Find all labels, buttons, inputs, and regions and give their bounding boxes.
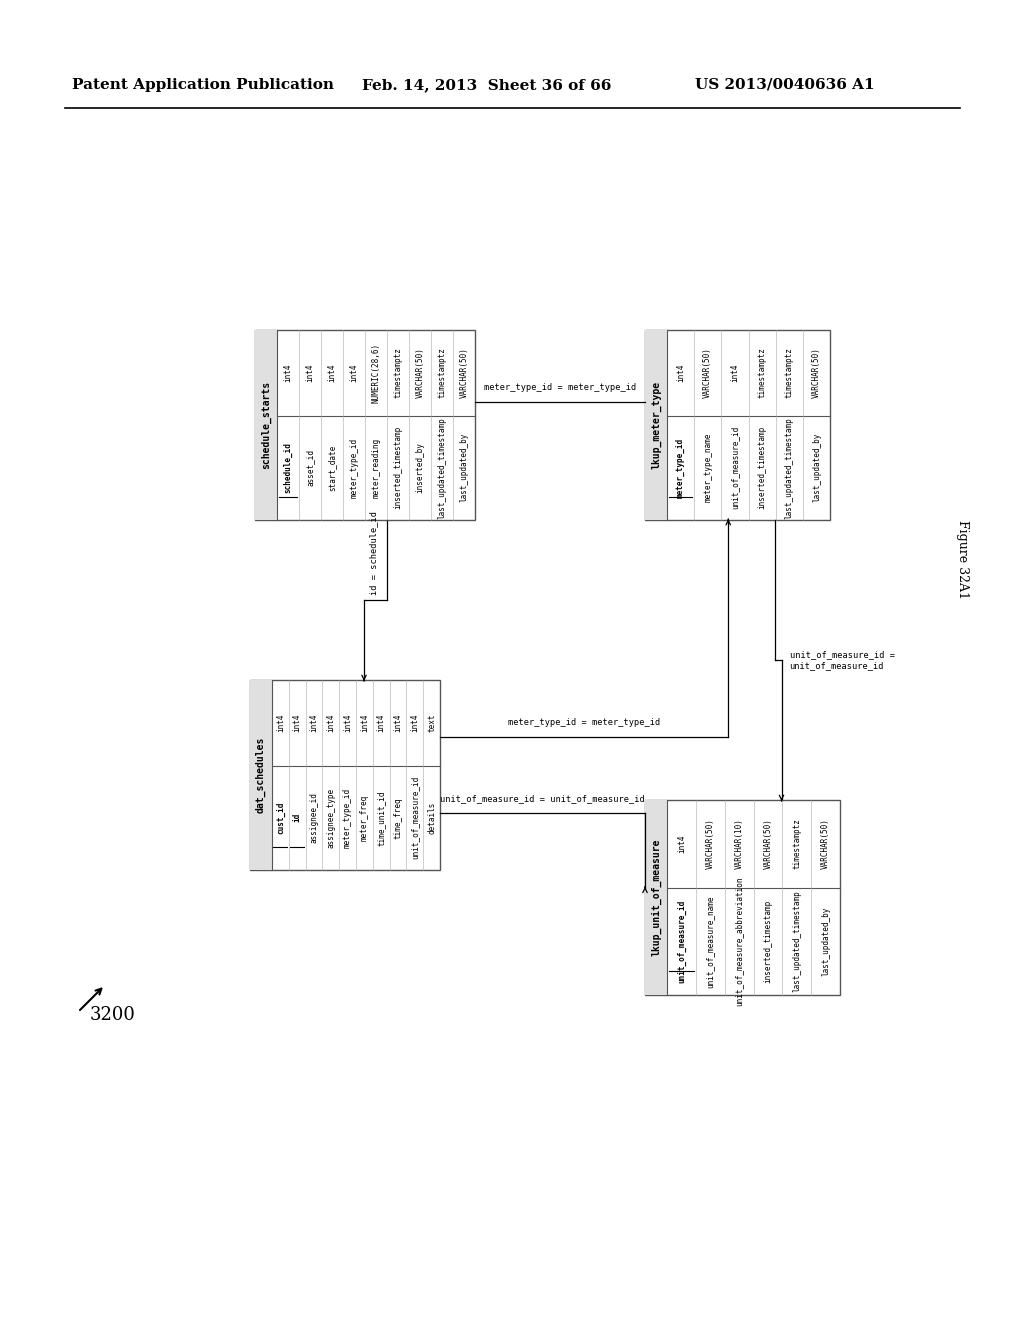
Text: meter_type_name: meter_type_name (703, 433, 713, 503)
Text: int4: int4 (411, 714, 419, 733)
Text: unit_of_measure_name: unit_of_measure_name (706, 895, 715, 987)
Text: int4: int4 (293, 714, 302, 733)
Text: lkup_unit_of_measure: lkup_unit_of_measure (651, 838, 662, 956)
Text: id = schedule_id: id = schedule_id (369, 511, 378, 595)
Text: int4: int4 (327, 714, 335, 733)
Text: unit_of_measure_id: unit_of_measure_id (677, 900, 686, 983)
Bar (250, 680, 440, 870)
Text: int4: int4 (676, 363, 685, 381)
Text: inserted_by: inserted_by (416, 442, 425, 494)
Text: asset_id: asset_id (305, 449, 314, 486)
Text: inserted_timestamp: inserted_timestamp (393, 426, 402, 510)
Bar (255, 330, 475, 520)
Text: last_updated_timestamp: last_updated_timestamp (437, 417, 446, 519)
Text: meter_type_id = meter_type_id: meter_type_id = meter_type_id (484, 383, 636, 392)
Text: timestamptz: timestamptz (437, 347, 446, 399)
Text: int4: int4 (305, 363, 314, 381)
Text: unit_of_measure_id: unit_of_measure_id (411, 776, 419, 859)
Text: meter_type_id: meter_type_id (676, 438, 685, 498)
Text: VARCHAR(50): VARCHAR(50) (764, 818, 772, 870)
Text: details: details (427, 801, 436, 834)
Text: VARCHAR(50): VARCHAR(50) (416, 347, 425, 399)
Text: last_updated_by: last_updated_by (812, 433, 821, 503)
Text: last_updated_by: last_updated_by (460, 433, 469, 503)
Bar (250, 680, 272, 870)
Text: Patent Application Publication: Patent Application Publication (72, 78, 334, 92)
Text: unit_of_measure_id = unit_of_measure_id: unit_of_measure_id = unit_of_measure_id (440, 795, 645, 803)
Text: int4: int4 (328, 363, 337, 381)
Text: VARCHAR(50): VARCHAR(50) (821, 818, 830, 870)
Text: inserted_timestamp: inserted_timestamp (758, 426, 767, 510)
Text: timestamptz: timestamptz (393, 347, 402, 399)
Text: VARCHAR(50): VARCHAR(50) (703, 347, 713, 399)
Text: int4: int4 (393, 714, 402, 733)
Text: VARCHAR(50): VARCHAR(50) (812, 347, 821, 399)
Bar (645, 330, 830, 520)
Text: schedule_starts: schedule_starts (261, 381, 271, 469)
Text: VARCHAR(10): VARCHAR(10) (734, 818, 743, 870)
Text: timestamptz: timestamptz (758, 347, 767, 399)
Text: int4: int4 (309, 714, 318, 733)
Text: Figure 32A1: Figure 32A1 (955, 520, 969, 599)
Text: int4: int4 (284, 363, 293, 381)
Text: last_updated_timestamp: last_updated_timestamp (793, 891, 801, 993)
Text: assignee_id: assignee_id (309, 792, 318, 843)
Text: meter_freq: meter_freq (359, 795, 369, 841)
Bar (645, 800, 840, 995)
Text: unit_of_measure_id =
unit_of_measure_id: unit_of_measure_id = unit_of_measure_id (790, 651, 895, 669)
Text: int4: int4 (377, 714, 386, 733)
Text: meter_type_id = meter_type_id: meter_type_id = meter_type_id (508, 718, 660, 727)
Text: inserted_timestamp: inserted_timestamp (764, 900, 772, 983)
Text: unit_of_measure_abbreviation: unit_of_measure_abbreviation (734, 876, 743, 1006)
Text: schedule_id: schedule_id (284, 442, 293, 494)
Text: int4: int4 (730, 363, 739, 381)
Text: int4: int4 (359, 714, 369, 733)
Bar (255, 330, 278, 520)
Text: meter_type_id: meter_type_id (343, 788, 352, 847)
Text: meter_type_id: meter_type_id (349, 438, 358, 498)
Text: int4: int4 (349, 363, 358, 381)
Bar (645, 800, 667, 995)
Text: start_date: start_date (328, 445, 337, 491)
Text: int4: int4 (275, 714, 285, 733)
Text: VARCHAR(50): VARCHAR(50) (460, 347, 469, 399)
Text: assignee_type: assignee_type (327, 788, 335, 847)
Text: timestamptz: timestamptz (793, 818, 801, 870)
Text: 3200: 3200 (90, 1006, 136, 1024)
Text: int4: int4 (343, 714, 352, 733)
Text: unit_of_measure_id: unit_of_measure_id (730, 426, 739, 510)
Text: text: text (427, 714, 436, 733)
Text: dat_schedules: dat_schedules (256, 737, 266, 813)
Bar (645, 330, 667, 520)
Text: last_updated_timestamp: last_updated_timestamp (784, 417, 794, 519)
Text: VARCHAR(50): VARCHAR(50) (706, 818, 715, 870)
Text: time_unit_id: time_unit_id (377, 789, 386, 846)
Text: meter_reading: meter_reading (372, 438, 381, 498)
Text: id: id (293, 813, 302, 822)
Text: US 2013/0040636 A1: US 2013/0040636 A1 (695, 78, 874, 92)
Text: lkup_meter_type: lkup_meter_type (651, 381, 662, 469)
Text: int4: int4 (677, 834, 686, 853)
Text: time_freq: time_freq (393, 797, 402, 838)
Text: Feb. 14, 2013  Sheet 36 of 66: Feb. 14, 2013 Sheet 36 of 66 (362, 78, 611, 92)
Text: cust_id: cust_id (275, 801, 285, 834)
Text: timestamptz: timestamptz (784, 347, 794, 399)
Text: NUMERIC(28,6): NUMERIC(28,6) (372, 343, 381, 403)
Text: last_updated_by: last_updated_by (821, 907, 830, 975)
